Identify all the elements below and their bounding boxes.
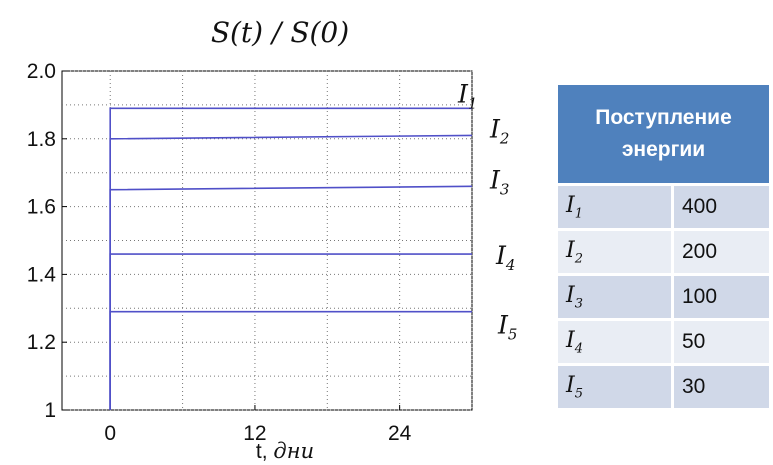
series-label-main: I — [457, 79, 469, 108]
series-label-sub: 4 — [505, 256, 516, 274]
row-name-sub: 4 — [574, 341, 583, 357]
series-label-sub: 2 — [499, 129, 510, 147]
chart-title: S(t) / S(0) — [211, 16, 349, 49]
row-name-main: I — [566, 192, 575, 218]
table-row: I2 200 — [558, 229, 769, 276]
series-lines — [109, 107, 473, 410]
series-label-main: I — [495, 241, 507, 270]
series-label-main: I — [489, 165, 501, 194]
series-label-i4: I4 — [495, 241, 515, 274]
series-label-main: I — [497, 311, 509, 340]
row-intensity-name: I4 — [558, 319, 674, 366]
y-axis-ticks: 1 1.2 1.4 1.6 1.8 2.0 — [27, 60, 67, 422]
y-tick-label: 1.6 — [27, 196, 56, 219]
row-intensity-name: I2 — [558, 229, 674, 276]
y-tick-label: 1.4 — [27, 263, 57, 286]
row-name-sub: 5 — [574, 386, 583, 402]
series-label-i3: I3 — [489, 165, 509, 198]
energy-input-table: Поступление энергии I1 400 I2 200 I3 100 I4 50 I… — [558, 85, 769, 411]
series-label-i5: I5 — [497, 311, 517, 344]
row-name-main: I — [566, 237, 575, 263]
row-name-main: I — [566, 282, 575, 308]
table-row: I1 400 — [558, 184, 769, 231]
x-tick-label: 12 — [243, 422, 266, 445]
row-value: 50 — [672, 319, 769, 366]
row-name-main: I — [566, 372, 575, 398]
series-line-i5 — [109, 310, 472, 410]
series-line-i4 — [109, 253, 472, 410]
x-axis-label-unit: дни — [273, 439, 314, 463]
row-name-sub: 1 — [574, 206, 583, 222]
y-tick-label: 1.2 — [27, 331, 56, 354]
row-intensity-name: I1 — [558, 184, 674, 231]
row-value: 30 — [672, 364, 769, 411]
x-axis-label: t, дни — [256, 439, 314, 463]
series-label-sub: 1 — [468, 94, 478, 112]
y-tick-label: 1 — [44, 399, 56, 422]
row-value: 400 — [672, 184, 769, 231]
y-tick-label: 1.8 — [27, 128, 56, 151]
row-intensity-name: I5 — [558, 364, 674, 411]
row-name-main: I — [566, 327, 575, 353]
series-label-i1: I1 — [457, 79, 477, 112]
series-label-i2: I2 — [489, 114, 509, 147]
table-row: I5 30 — [558, 364, 769, 411]
series-label-main: I — [489, 114, 501, 143]
table-row: I3 100 — [558, 274, 769, 321]
row-intensity-name: I3 — [558, 274, 674, 321]
x-axis-ticks: 0 12 24 — [104, 405, 412, 445]
grid — [62, 70, 473, 411]
series-label-sub: 5 — [508, 326, 518, 344]
series-label-sub: 3 — [500, 180, 510, 198]
x-axis-label-prefix: t, — [256, 440, 268, 463]
table-body: I1 400 I2 200 I3 100 I4 50 I5 30 — [558, 184, 769, 411]
series-line-i3 — [109, 185, 473, 410]
row-name-sub: 2 — [574, 251, 583, 267]
series-line-i1 — [109, 107, 472, 410]
series-line-i2 — [109, 134, 473, 410]
x-tick-label: 24 — [388, 422, 412, 445]
x-tick-label: 0 — [104, 422, 116, 445]
table-header: Поступление энергии — [558, 85, 769, 186]
row-name-sub: 3 — [574, 296, 583, 312]
row-value: 100 — [672, 274, 769, 321]
table-row: I4 50 — [558, 319, 769, 366]
row-value: 200 — [672, 229, 769, 276]
y-tick-label: 2.0 — [27, 60, 56, 83]
